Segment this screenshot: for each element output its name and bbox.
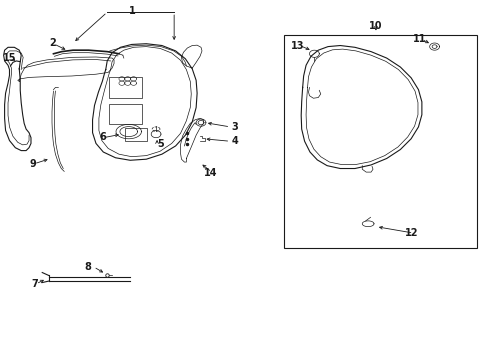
Text: 4: 4 <box>232 136 239 146</box>
Bar <box>109 77 143 98</box>
Text: 6: 6 <box>99 132 106 142</box>
Text: 14: 14 <box>204 168 218 178</box>
Text: 1: 1 <box>129 6 136 17</box>
Bar <box>125 128 147 141</box>
Text: 3: 3 <box>232 122 239 132</box>
Text: 15: 15 <box>3 53 16 63</box>
Text: 5: 5 <box>158 139 164 149</box>
Text: 8: 8 <box>84 262 91 272</box>
Text: 13: 13 <box>291 41 304 50</box>
Text: 7: 7 <box>31 279 38 289</box>
Text: 10: 10 <box>369 21 383 31</box>
Text: 12: 12 <box>405 228 419 238</box>
Bar <box>109 104 143 125</box>
Text: 11: 11 <box>413 35 427 44</box>
Text: 9: 9 <box>29 159 36 169</box>
Text: 2: 2 <box>49 38 56 48</box>
Bar <box>284 35 477 248</box>
